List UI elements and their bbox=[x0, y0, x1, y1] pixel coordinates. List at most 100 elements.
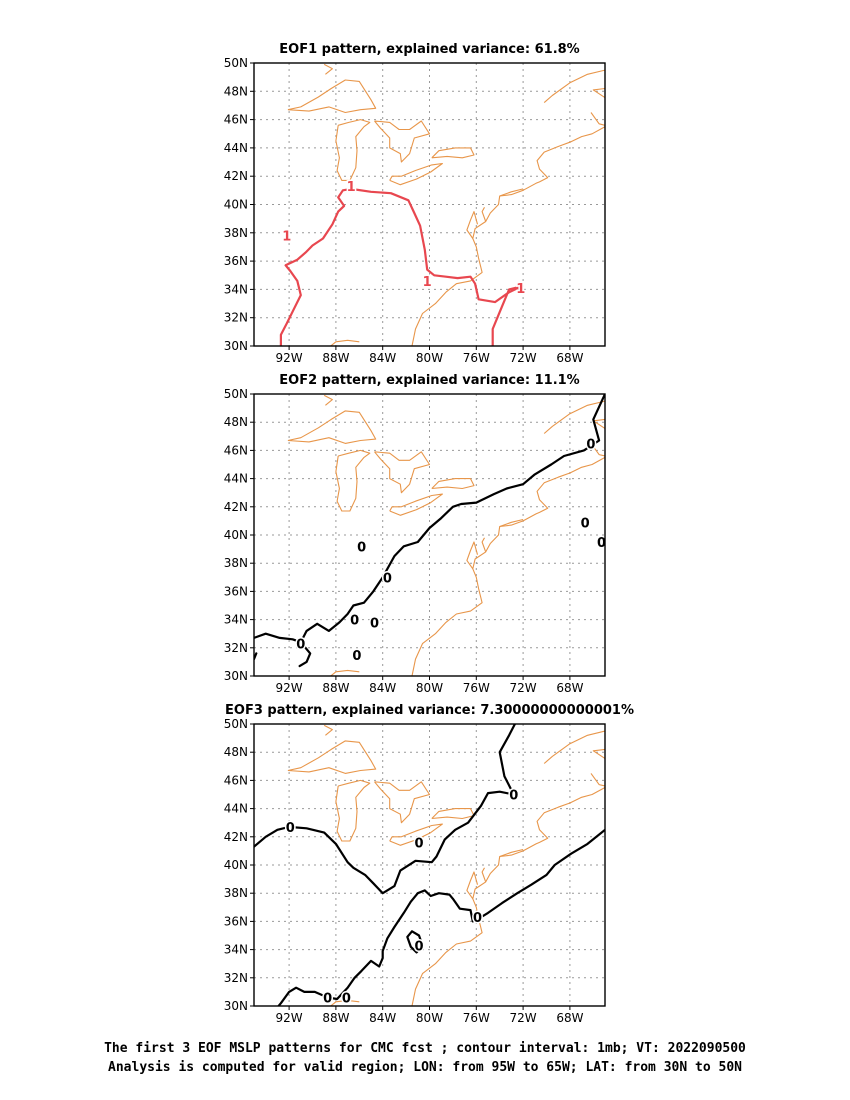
x-tick-label: 88W bbox=[322, 1011, 349, 1025]
y-tick-label: 46N bbox=[224, 773, 248, 787]
coastline bbox=[590, 773, 605, 787]
coastline bbox=[335, 449, 371, 512]
eof-panel-3: EOF3 pattern, explained variance: 7.3000… bbox=[224, 703, 634, 1025]
contour-label: 0 bbox=[414, 939, 423, 954]
coastlines bbox=[287, 724, 605, 1006]
y-tick-label: 30N bbox=[224, 339, 248, 353]
x-tick-label: 84W bbox=[369, 681, 396, 695]
coastline bbox=[374, 451, 431, 494]
x-tick-label: 72W bbox=[510, 681, 537, 695]
coastline bbox=[499, 848, 524, 858]
y-tick-label: 40N bbox=[224, 858, 248, 872]
coastline bbox=[499, 518, 524, 528]
contour-line-level-0 bbox=[406, 930, 424, 954]
coastline bbox=[374, 120, 431, 163]
y-tick-label: 48N bbox=[224, 84, 248, 98]
panel-title: EOF1 pattern, explained variance: 61.8% bbox=[279, 42, 579, 57]
y-tick-label: 38N bbox=[224, 886, 248, 900]
x-tick-label: 72W bbox=[510, 1011, 537, 1025]
coastline bbox=[481, 537, 487, 553]
eof-panel-2: EOF2 pattern, explained variance: 11.1% 0… bbox=[224, 373, 608, 695]
y-tick-label: 36N bbox=[224, 254, 248, 268]
y-tick-label: 48N bbox=[224, 745, 248, 759]
contour-label: 0 bbox=[509, 789, 518, 804]
y-tick-label: 46N bbox=[224, 113, 248, 127]
coastline bbox=[466, 871, 479, 900]
coastline bbox=[389, 823, 443, 846]
x-tick-label: 80W bbox=[416, 351, 443, 365]
panel-title: EOF2 pattern, explained variance: 11.1% bbox=[279, 373, 579, 388]
contours bbox=[279, 187, 522, 346]
contour-label: 0 bbox=[473, 911, 482, 926]
coastline bbox=[481, 207, 487, 222]
grid-lines bbox=[254, 394, 605, 676]
coastline bbox=[411, 126, 605, 346]
coastline bbox=[329, 669, 360, 676]
coastline bbox=[287, 79, 377, 114]
coastline bbox=[543, 730, 605, 764]
y-tick-label: 34N bbox=[224, 282, 248, 296]
y-tick-label: 42N bbox=[224, 500, 248, 514]
contour-label: 0 bbox=[342, 992, 351, 1007]
x-tick-label: 76W bbox=[463, 1011, 490, 1025]
coastline bbox=[323, 63, 333, 75]
coastline bbox=[323, 394, 333, 406]
y-tick-label: 36N bbox=[224, 584, 248, 598]
coastline bbox=[329, 339, 360, 346]
contour-label: 1 bbox=[282, 230, 291, 245]
coastline bbox=[411, 787, 605, 1006]
x-tick-label: 92W bbox=[276, 1011, 303, 1025]
y-tick-label: 50N bbox=[224, 717, 248, 731]
coastline bbox=[481, 867, 487, 883]
contour-line-level-1 bbox=[279, 187, 522, 346]
contour-line-level-0 bbox=[254, 724, 516, 895]
x-tick-label: 80W bbox=[416, 681, 443, 695]
coastline bbox=[543, 400, 605, 434]
coastline bbox=[287, 740, 377, 774]
coastline bbox=[411, 456, 605, 676]
x-tick-label: 76W bbox=[463, 351, 490, 365]
coastline bbox=[590, 443, 605, 457]
contour-label: 0 bbox=[323, 992, 332, 1007]
y-tick-label: 40N bbox=[224, 528, 248, 542]
coastline bbox=[592, 748, 605, 760]
contour-label: 0 bbox=[350, 614, 359, 629]
coastline bbox=[335, 119, 371, 181]
contour-label: 0 bbox=[383, 571, 392, 586]
coastline bbox=[466, 211, 479, 239]
contour-label: 0 bbox=[370, 616, 379, 631]
y-tick-label: 30N bbox=[224, 669, 248, 683]
contours bbox=[254, 724, 605, 1006]
y-tick-label: 44N bbox=[224, 802, 248, 816]
coastline bbox=[499, 188, 524, 197]
coastline bbox=[287, 410, 377, 444]
coastline bbox=[374, 781, 431, 824]
coastline bbox=[592, 87, 605, 99]
y-tick-label: 44N bbox=[224, 141, 248, 155]
coastline bbox=[335, 779, 371, 842]
x-tick-label: 68W bbox=[556, 1011, 583, 1025]
y-tick-label: 36N bbox=[224, 914, 248, 928]
y-tick-label: 46N bbox=[224, 443, 248, 457]
contour-label: 0 bbox=[286, 821, 295, 836]
x-tick-label: 68W bbox=[556, 681, 583, 695]
x-tick-label: 84W bbox=[369, 1011, 396, 1025]
coastlines bbox=[287, 394, 605, 676]
contour-label: 0 bbox=[586, 437, 595, 452]
coastline bbox=[323, 724, 333, 736]
contour-label: 0 bbox=[414, 836, 423, 851]
coastlines bbox=[287, 63, 605, 346]
y-tick-label: 38N bbox=[224, 226, 248, 240]
y-tick-label: 34N bbox=[224, 613, 248, 627]
coastline bbox=[590, 112, 605, 126]
y-tick-label: 48N bbox=[224, 415, 248, 429]
y-tick-label: 30N bbox=[224, 999, 248, 1013]
contour-line-level-0 bbox=[254, 394, 605, 644]
y-tick-label: 50N bbox=[224, 56, 248, 70]
x-tick-label: 92W bbox=[276, 681, 303, 695]
panel-title: EOF3 pattern, explained variance: 7.3000… bbox=[225, 703, 634, 718]
contour-line-level-0 bbox=[277, 828, 605, 1006]
x-tick-label: 68W bbox=[556, 351, 583, 365]
x-tick-label: 80W bbox=[416, 1011, 443, 1025]
